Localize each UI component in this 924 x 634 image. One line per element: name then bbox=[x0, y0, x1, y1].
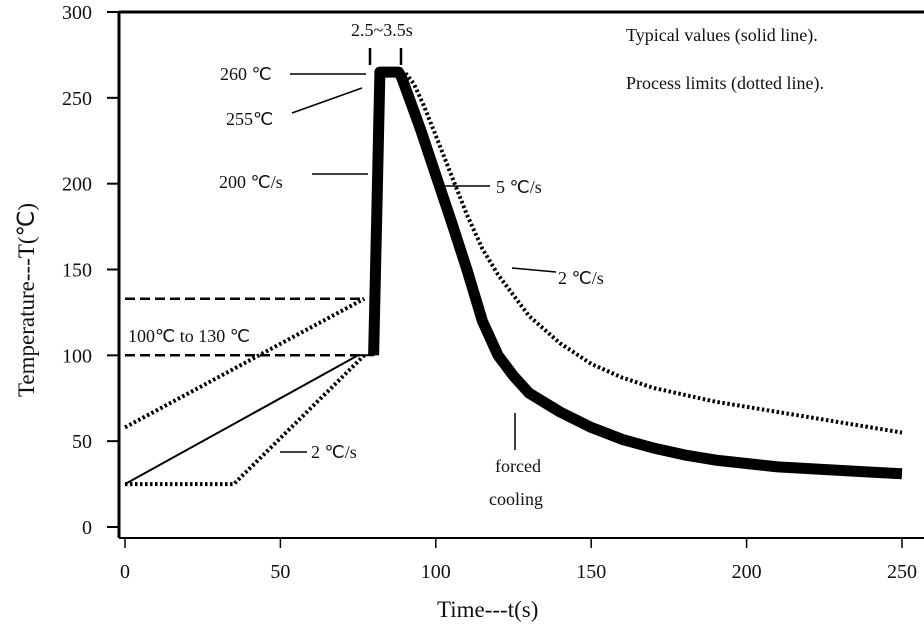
leader-2cs-upper bbox=[511, 267, 557, 273]
y-tick-label: 150 bbox=[62, 260, 92, 282]
preheat-range-label: 100℃ to 130 ℃ bbox=[128, 326, 250, 346]
leader-255 bbox=[291, 87, 363, 114]
x-tick-label: 50 bbox=[270, 561, 290, 583]
cooling-label: cooling bbox=[489, 489, 543, 509]
x-tick-label: 150 bbox=[576, 561, 606, 583]
typical-profile-band bbox=[368, 66, 903, 480]
series-solid-0 bbox=[124, 71, 903, 485]
y-tick-label: 50 bbox=[72, 431, 92, 453]
forced-label: forced bbox=[495, 456, 541, 476]
legend-note-typical: Typical values (solid line). bbox=[626, 25, 818, 46]
series-dotted-2 bbox=[124, 296, 366, 430]
y-axis-label: Temperature---T(℃) bbox=[14, 203, 39, 397]
axis-ticks: 0 50 100 150 200 250 0 50 100 150 200 250 300 bbox=[62, 2, 917, 583]
cool-2-label: 2 ℃/s bbox=[558, 268, 604, 288]
y-tick-label: 250 bbox=[62, 88, 92, 110]
legend-note-limits: Process limits (dotted line). bbox=[626, 73, 824, 94]
y-tick-label: 100 bbox=[62, 345, 92, 367]
cool-5-label: 5 ℃/s bbox=[496, 177, 542, 197]
x-tick-label: 200 bbox=[732, 561, 762, 583]
peak-260-label: 260 ℃ bbox=[220, 64, 272, 84]
y-tick-label: 300 bbox=[62, 2, 92, 24]
ramp-2-label: 2 ℃/s bbox=[311, 442, 357, 462]
annotation-leaders bbox=[280, 48, 557, 453]
x-axis-label: Time---t(s) bbox=[437, 597, 538, 622]
x-tick-label: 250 bbox=[887, 561, 917, 583]
series-dotted-1 bbox=[125, 353, 366, 487]
series-layer bbox=[124, 66, 903, 487]
dwell-time-label: 2.5~3.5s bbox=[351, 20, 413, 40]
peak-255-label: 255℃ bbox=[226, 109, 273, 129]
x-tick-label: 100 bbox=[421, 561, 451, 583]
y-tick-label: 0 bbox=[82, 517, 92, 539]
y-tick-label: 200 bbox=[62, 174, 92, 196]
ramp-200-label: 200 ℃/s bbox=[219, 172, 283, 192]
series-dotted-3 bbox=[386, 70, 903, 435]
x-tick-label: 0 bbox=[120, 561, 130, 583]
